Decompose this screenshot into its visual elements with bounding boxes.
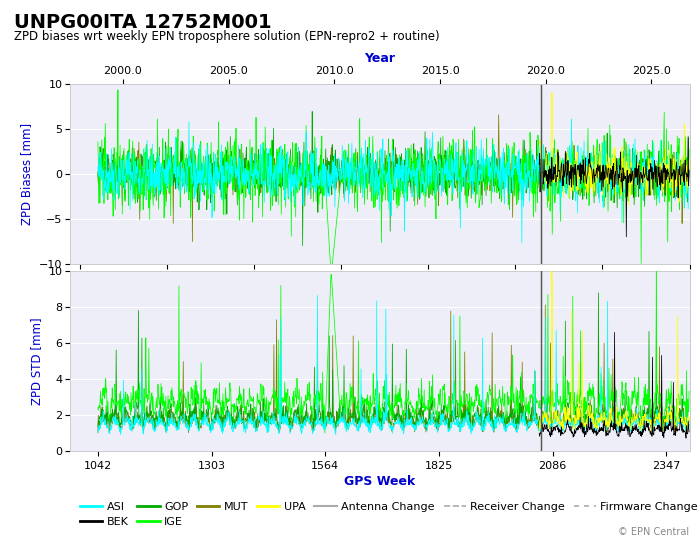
Y-axis label: ZPD STD [mm]: ZPD STD [mm] (30, 317, 43, 404)
X-axis label: GPS Week: GPS Week (344, 475, 415, 488)
Legend: ASI, BEK, GOP, IGE, MUT, UPA, Antenna Change, Receiver Change, Firmware Change: ASI, BEK, GOP, IGE, MUT, UPA, Antenna Ch… (76, 497, 700, 532)
Text: ZPD biases wrt weekly EPN troposphere solution (EPN-repro2 + routine): ZPD biases wrt weekly EPN troposphere so… (14, 30, 440, 43)
Text: © EPN Central: © EPN Central (618, 527, 690, 537)
Text: UNPG00ITA 12752M001: UNPG00ITA 12752M001 (14, 14, 272, 32)
Y-axis label: ZPD Biases [mm]: ZPD Biases [mm] (20, 123, 34, 225)
X-axis label: Year: Year (364, 52, 395, 65)
